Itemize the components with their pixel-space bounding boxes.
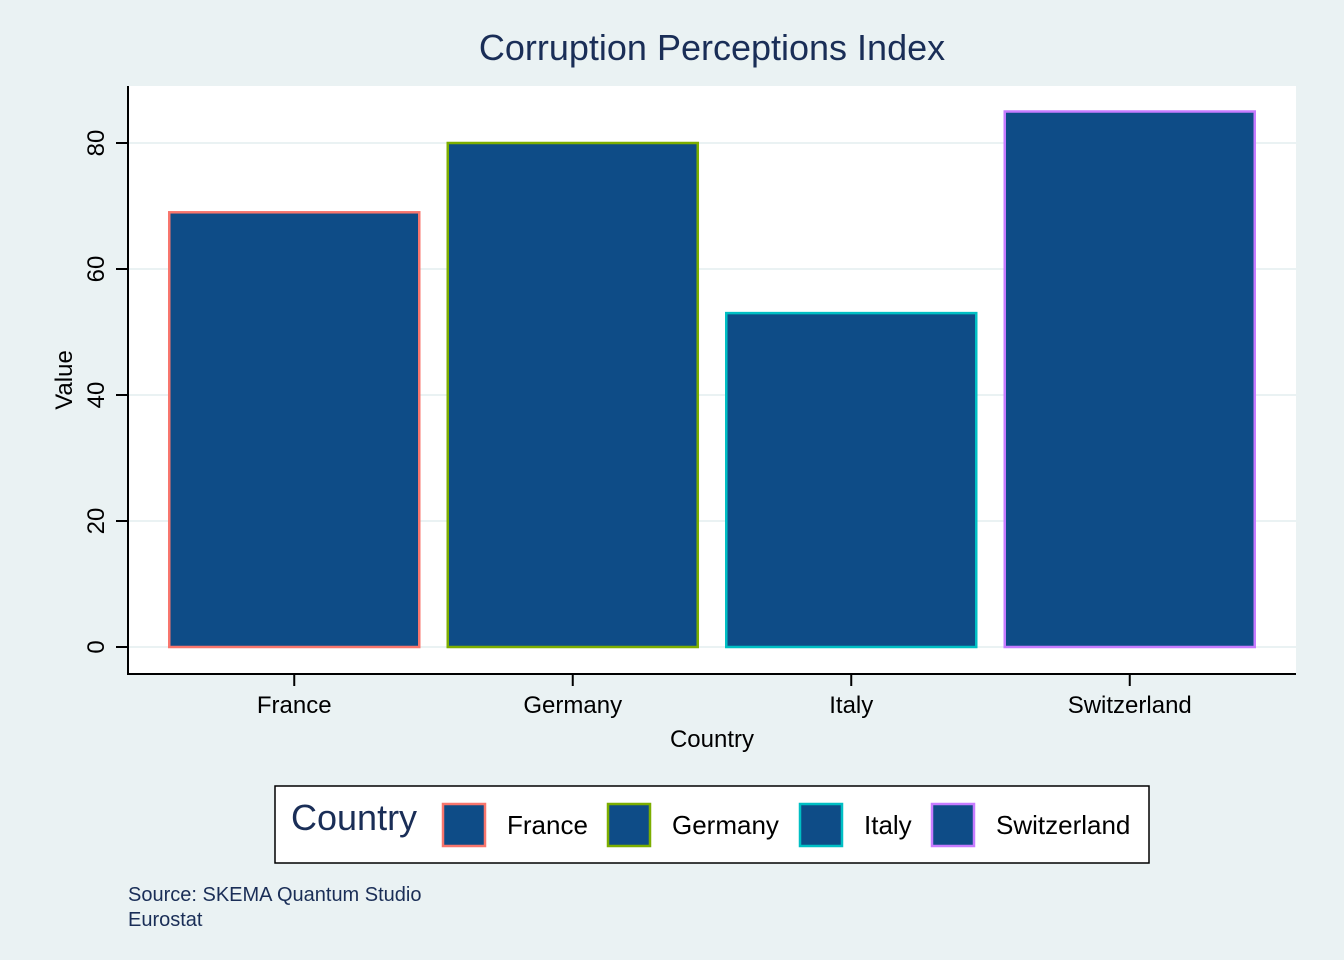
legend-label-germany: Germany xyxy=(672,810,779,840)
y-tick-label: 40 xyxy=(83,382,110,409)
x-tick-label: Germany xyxy=(523,692,622,719)
caption-source: Source: SKEMA Quantum Studio xyxy=(128,884,422,906)
x-tick-label: France xyxy=(257,692,332,719)
axes xyxy=(127,86,1296,675)
legend-key-germany xyxy=(606,802,652,848)
x-tick-label: Italy xyxy=(829,692,873,719)
legend-key-italy xyxy=(798,802,844,848)
bar-italy xyxy=(725,311,978,649)
legend-box xyxy=(274,785,1150,864)
y-tick-label: 0 xyxy=(83,640,110,653)
y-axis-label: Value xyxy=(51,350,78,410)
legend-label-switzerland: Switzerland xyxy=(996,810,1130,840)
y-ticks: 0 20 40 60 80 xyxy=(83,130,128,654)
x-tick-label: Switzerland xyxy=(1068,692,1192,719)
bar-switzerland xyxy=(1003,110,1256,649)
legend-label-italy: Italy xyxy=(864,810,912,840)
legend-key-switzerland xyxy=(930,802,976,848)
x-axis-label: Country xyxy=(670,726,754,753)
y-tick-label: 20 xyxy=(83,508,110,535)
bars xyxy=(168,110,1256,649)
bar-france xyxy=(168,211,421,649)
legend-key-france xyxy=(441,802,487,848)
y-tick-label: 80 xyxy=(83,130,110,157)
y-tick-label: 60 xyxy=(83,256,110,283)
legend-label-france: France xyxy=(507,810,588,840)
legend: Country France Germany Italy Switzerland xyxy=(274,785,1150,864)
caption-provider: Eurostat xyxy=(128,909,203,931)
bar-germany xyxy=(446,141,699,649)
chart-title: Corruption Perceptions Index xyxy=(479,27,945,68)
legend-items: France Germany Italy Switzerland xyxy=(441,802,1130,848)
legend-title: Country xyxy=(291,797,417,838)
x-ticks: France Germany Italy Switzerland xyxy=(257,674,1192,719)
